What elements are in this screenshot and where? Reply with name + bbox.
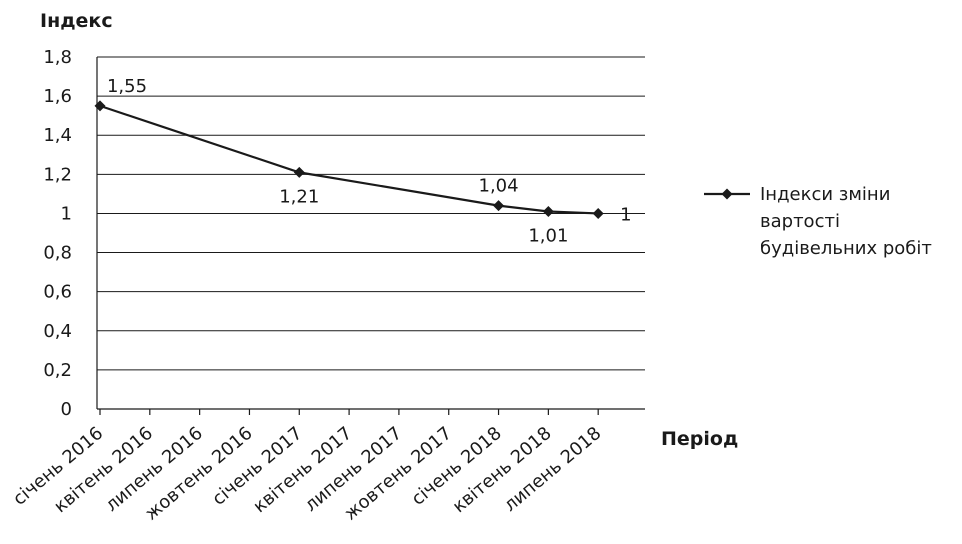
y-axis-ticks: 0 0,2 0,4 0,6 0,8 1 1,2 1,4 1,6 1,8 [43, 47, 72, 420]
y-tick-label: 0,4 [43, 321, 72, 342]
y-tick-label: 0,6 [43, 282, 72, 303]
data-point-marker [542, 205, 554, 217]
x-axis-title: Період [661, 428, 738, 450]
y-tick-label: 0,2 [43, 360, 72, 381]
y-tick-label: 1 [61, 203, 72, 224]
legend-label: будівельних робіт [760, 238, 932, 259]
axes [96, 57, 645, 410]
data-point-marker [592, 207, 604, 219]
data-label: 1,04 [479, 176, 519, 197]
series-line [99, 104, 599, 215]
y-tick-label: 0,8 [43, 243, 72, 264]
data-label: 1,01 [528, 225, 568, 246]
legend-label: вартості [760, 211, 840, 232]
y-tick-label: 1,4 [43, 125, 72, 146]
legend-marker [721, 188, 733, 200]
y-tick-label: 1,8 [43, 47, 72, 68]
legend-label: Індекси зміни [760, 184, 890, 205]
series-group: 1,55 1,21 1,04 1,01 1 [94, 76, 632, 246]
data-point-marker [94, 100, 106, 112]
data-point-marker [493, 200, 505, 212]
data-point-marker [293, 166, 305, 178]
y-tick-label: 0 [61, 399, 72, 420]
data-label: 1,55 [107, 76, 147, 97]
legend: Індекси зміни вартості будівельних робіт [704, 184, 932, 259]
data-label: 1,21 [279, 186, 319, 207]
y-tick-label: 1,2 [43, 164, 72, 185]
gridlines [97, 56, 645, 371]
data-label: 1 [620, 204, 631, 225]
y-axis-title: Індекс [40, 10, 113, 32]
y-tick-label: 1,6 [43, 86, 72, 107]
